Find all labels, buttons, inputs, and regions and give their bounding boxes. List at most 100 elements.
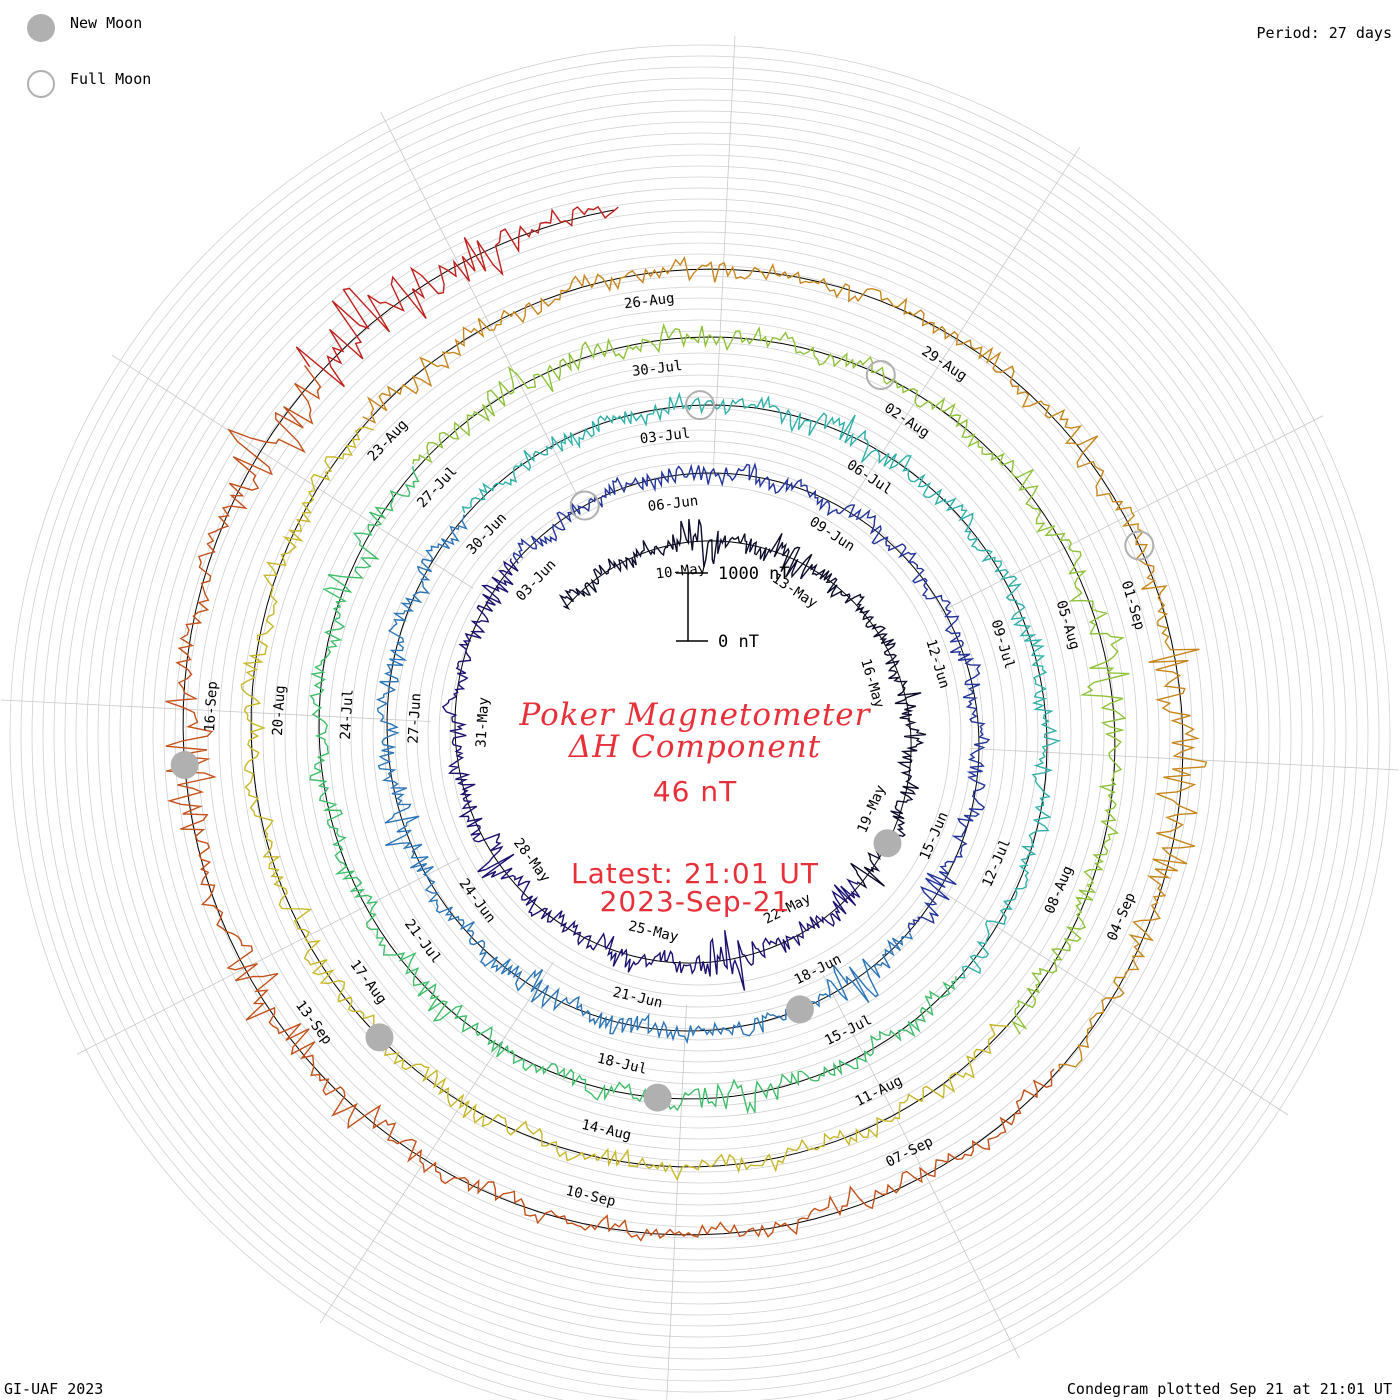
new-moon-marker [643, 1083, 672, 1112]
grid-ring [108, 143, 1292, 1327]
new-moon-marker [170, 751, 199, 780]
grid-spoke [0, 699, 431, 722]
grid-ring [328, 363, 1072, 1107]
date-tick-label: 27-Jun [406, 693, 425, 744]
date-tick-label: 03-Jul [639, 426, 691, 448]
date-tick-label: 26-Aug [623, 290, 675, 312]
date-tick-label: 24-Jul [338, 689, 357, 740]
grid-ring [75, 110, 1325, 1360]
date-tick-label: 02-Aug [881, 400, 932, 441]
grid-ring [240, 275, 1160, 1195]
footer-credit: GI-UAF 2023 [4, 1380, 104, 1398]
grid-ring [20, 55, 1380, 1400]
date-tick-label: 05-Aug [1053, 599, 1083, 652]
date-tick-label: 30-Jul [631, 358, 683, 380]
date-tick-label: 03-Jun [513, 557, 559, 605]
new-moon-marker [785, 995, 814, 1024]
date-tick-label: 21-Jul [401, 916, 444, 966]
date-tick-label: 16-Sep [202, 681, 221, 732]
grid-ring [141, 176, 1259, 1294]
date-tick-label: 07-Sep [883, 1134, 935, 1171]
grid-ring [174, 209, 1226, 1261]
grid-spoke [822, 975, 1020, 1359]
grid-ring [86, 121, 1314, 1349]
trace-segment [461, 391, 1062, 979]
grid-ring [306, 341, 1094, 1129]
chart-title: Poker Magnetometer [519, 697, 871, 733]
current-value: 46 nT [652, 775, 738, 808]
grid-ring [42, 77, 1358, 1393]
trace-segment [558, 519, 927, 889]
date-tick-label: 08-Aug [1042, 864, 1077, 917]
full-moon-icon [27, 70, 55, 98]
grid-ring [218, 253, 1182, 1217]
grid-ring [130, 165, 1270, 1305]
grid-ring [251, 286, 1149, 1184]
trace-segment [512, 462, 991, 932]
new-moon-marker [365, 1023, 394, 1052]
date-tick-label: 15-Jun [917, 810, 952, 863]
grid-ring [64, 99, 1336, 1371]
full-moon-marker [569, 490, 600, 521]
trace-segment [362, 255, 1208, 1072]
grid-ring [196, 231, 1204, 1239]
grid-spoke [76, 857, 460, 1055]
date-tick-label: 11-Aug [853, 1073, 905, 1110]
trace-segment [441, 558, 861, 991]
grid-ring [53, 88, 1347, 1382]
grid-ring [229, 264, 1171, 1206]
full-moon-label: Full Moon [70, 70, 152, 88]
date-tick-label: 12-Jun [922, 637, 952, 690]
latest-time: Latest: 21:01 UT [570, 857, 820, 890]
chart-subtitle: ΔH Component [568, 729, 822, 765]
grid-ring [31, 66, 1369, 1400]
date-tick-label: 29-Aug [919, 343, 970, 384]
grid-ring [185, 220, 1215, 1250]
grid-spoke [319, 961, 554, 1324]
trace-segment [375, 514, 914, 1045]
grid-ring [9, 44, 1391, 1400]
grid-ring [427, 462, 973, 1008]
scale-bottom-label: 0 nT [718, 632, 759, 652]
date-tick-label: 20-Aug [270, 685, 289, 736]
scale-bar [676, 572, 708, 642]
grid-ring [119, 154, 1281, 1316]
trace-segment [309, 466, 957, 1115]
scale-top-label: 1000 nT [718, 564, 790, 584]
date-tick-label: 23-Aug [365, 417, 411, 465]
grid-spoke [380, 111, 578, 495]
grid-ring [295, 330, 1105, 1140]
grid-spoke [969, 748, 1400, 771]
grid-ring [273, 308, 1127, 1162]
grid-spokes [0, 35, 1400, 1400]
grid-spoke [666, 1004, 687, 1400]
date-tick-label: 18-Jul [596, 1051, 649, 1078]
new-moon-icon [27, 14, 55, 42]
footer-plotted: Condegram plotted Sep 21 at 21:01 UT [1066, 1380, 1392, 1398]
grid-ring [361, 396, 1039, 1074]
date-tick-label: 10-Sep [564, 1183, 617, 1210]
grid-spoke [846, 146, 1081, 509]
date-tick-label: 31-May [473, 697, 492, 748]
grid-ring [350, 385, 1050, 1085]
grid-ring [97, 132, 1303, 1338]
date-tick-label: 15-Jul [822, 1012, 874, 1049]
full-moon-marker [865, 359, 896, 390]
date-tick-label: 06-Jun [647, 493, 699, 515]
grid-ring [262, 297, 1138, 1173]
full-moon-marker [1124, 530, 1155, 561]
grid-ring [394, 429, 1006, 1041]
grid-ring [152, 187, 1248, 1283]
grid-spoke [111, 354, 474, 589]
full-moon-marker [685, 390, 715, 421]
date-tick-label: 09-Jul [988, 618, 1018, 671]
grid-rings [9, 44, 1391, 1400]
data-traces [165, 205, 1208, 1242]
trace-segment [165, 364, 1055, 1242]
new-moon-label: New Moon [70, 14, 143, 32]
latest-date: 2023-Sep-21 [599, 885, 791, 918]
trace-segment [295, 205, 619, 388]
period-label: Period: 27 days [1256, 24, 1392, 42]
grid-spoke [713, 35, 736, 466]
